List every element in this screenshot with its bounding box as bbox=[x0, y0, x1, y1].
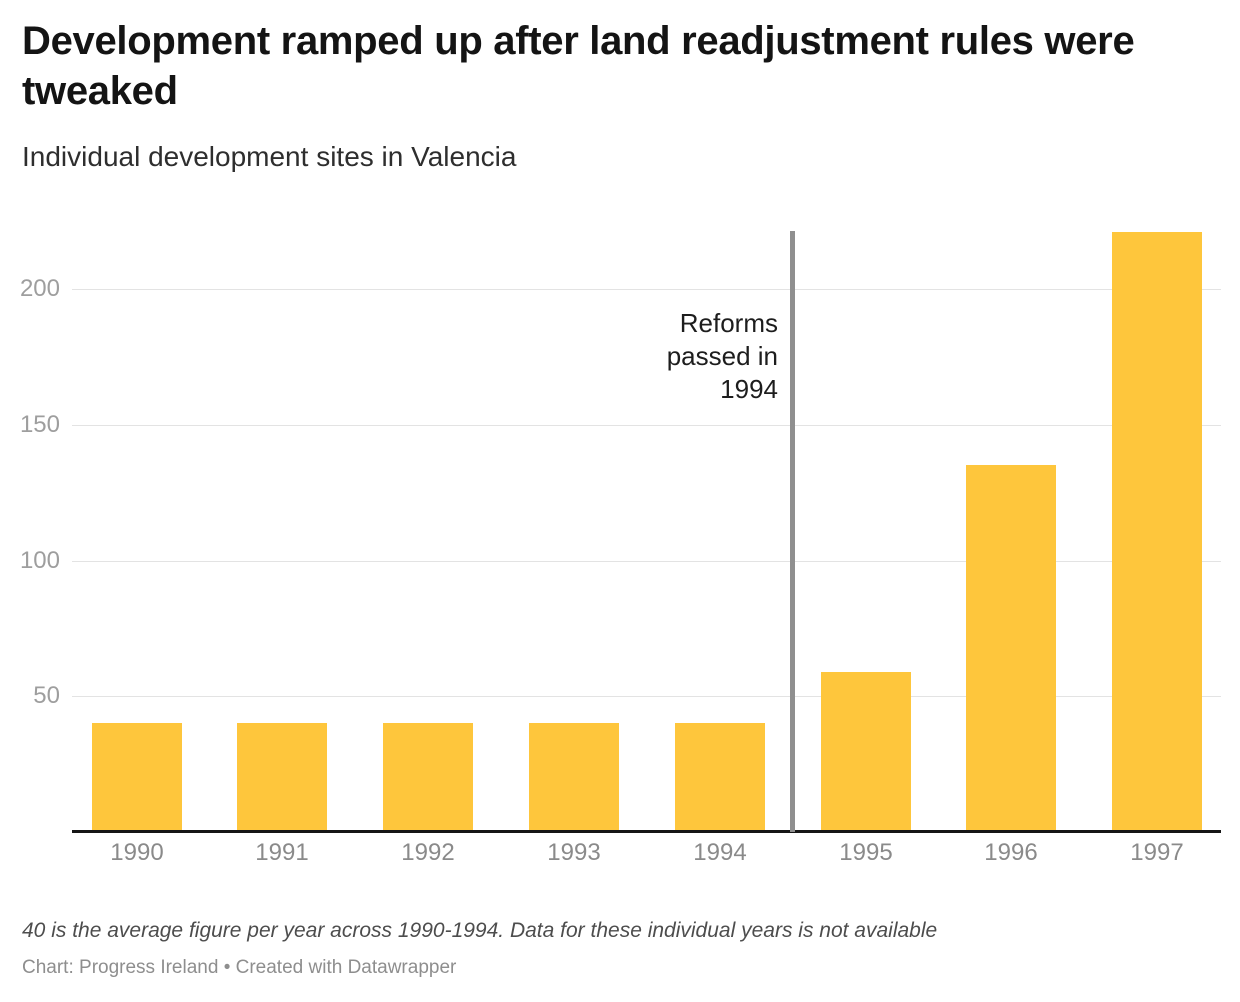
bar-1992 bbox=[383, 723, 473, 832]
x-tick-label-1994: 1994 bbox=[693, 839, 747, 866]
y-tick-label: 150 bbox=[19, 411, 60, 438]
gridline-100 bbox=[72, 561, 1221, 562]
bar-1995 bbox=[821, 672, 911, 832]
x-tick-label-1990: 1990 bbox=[110, 839, 164, 866]
annotation-line-3: 1994 bbox=[720, 374, 778, 404]
bar-1997 bbox=[1112, 232, 1202, 832]
chart-title-line-2: tweaked bbox=[22, 69, 178, 113]
x-tick-label-1995: 1995 bbox=[839, 839, 893, 866]
x-axis-line bbox=[72, 830, 1221, 833]
y-tick-label: 50 bbox=[33, 682, 60, 709]
bar-1996 bbox=[966, 465, 1056, 832]
gridline-150 bbox=[72, 425, 1221, 426]
y-tick-label: 100 bbox=[19, 547, 60, 574]
annotation-line-2: passed in bbox=[666, 341, 778, 371]
reforms-annotation: Reforms passed in 1994 bbox=[478, 307, 778, 406]
bar-1991 bbox=[237, 723, 327, 832]
credit-line: Chart: Progress Ireland • Created with D… bbox=[22, 957, 457, 978]
chart-title-line-1: Development ramped up after land readjus… bbox=[22, 19, 1135, 63]
footnote: 40 is the average figure per year across… bbox=[22, 919, 938, 942]
x-tick-label-1993: 1993 bbox=[547, 839, 601, 866]
bar-1993 bbox=[529, 723, 619, 832]
bar-1990 bbox=[92, 723, 182, 832]
x-tick-label-1991: 1991 bbox=[255, 839, 309, 866]
x-tick-label-1997: 1997 bbox=[1130, 839, 1184, 866]
y-tick-label: 200 bbox=[19, 275, 60, 302]
chart-subtitle: Individual development sites in Valencia bbox=[22, 141, 517, 172]
bar-1994 bbox=[675, 723, 765, 832]
annotation-line-1: Reforms bbox=[679, 308, 778, 338]
chart-title: Development ramped up after land readjus… bbox=[22, 16, 1222, 116]
x-tick-label-1992: 1992 bbox=[401, 839, 455, 866]
gridline-200 bbox=[72, 289, 1221, 290]
gridline-50 bbox=[72, 696, 1221, 697]
x-tick-label-1996: 1996 bbox=[984, 839, 1038, 866]
reform-reference-line bbox=[790, 231, 795, 832]
